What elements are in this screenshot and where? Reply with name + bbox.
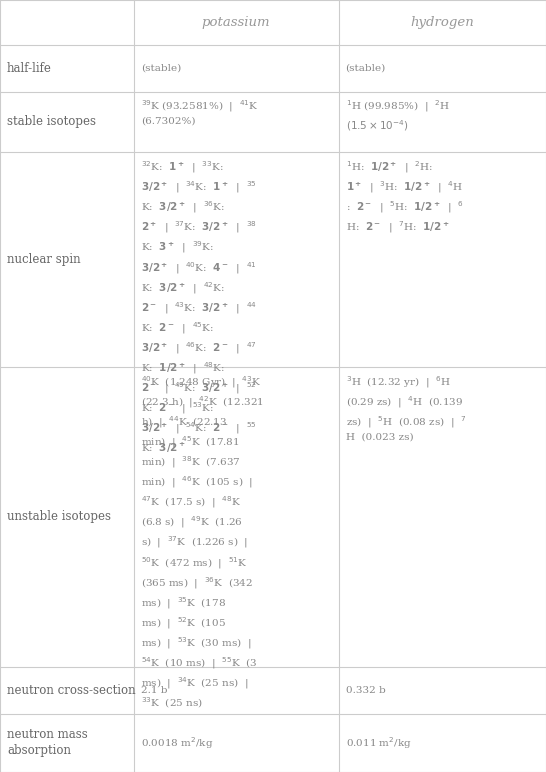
Text: unstable isotopes: unstable isotopes <box>7 510 111 523</box>
Text: $^{40}$K  (1.248 Gyr)  |  $^{43}$K
(22.3 h)  |  $^{42}$K  (12.321
h)  |  $^{44}$: $^{40}$K (1.248 Gyr) | $^{43}$K (22.3 h)… <box>141 374 264 710</box>
Text: half-life: half-life <box>7 62 52 75</box>
Text: neutron cross-section: neutron cross-section <box>7 684 136 696</box>
Text: 2.1 b: 2.1 b <box>141 686 168 695</box>
Text: 0.332 b: 0.332 b <box>346 686 385 695</box>
Text: $^{1}$H (99.985%)  |  $^{2}$H
$(1.5\times10^{-4})$: $^{1}$H (99.985%) | $^{2}$H $(1.5\times1… <box>346 99 449 134</box>
Text: hydrogen: hydrogen <box>411 15 474 29</box>
Text: $^{1}$H:  $\mathbf{1/2^+}$  |  $^{2}$H:
$\mathbf{1^+}$  |  $^{3}$H:  $\mathbf{1/: $^{1}$H: $\mathbf{1/2^+}$ | $^{2}$H: $\m… <box>346 159 464 235</box>
Text: (stable): (stable) <box>346 63 386 73</box>
Text: $^{32}$K:  $\mathbf{1^+}$  |  $^{33}$K:
$\mathbf{3/2^+}$  |  $^{34}$K:  $\mathbf: $^{32}$K: $\mathbf{1^+}$ | $^{33}$K: $\m… <box>141 159 257 455</box>
Text: (stable): (stable) <box>141 63 181 73</box>
Text: nuclear spin: nuclear spin <box>7 253 81 266</box>
Text: neutron mass
absorption: neutron mass absorption <box>7 728 88 757</box>
Text: $^{39}$K (93.2581%)  |  $^{41}$K
(6.7302%): $^{39}$K (93.2581%) | $^{41}$K (6.7302%) <box>141 99 258 126</box>
Text: potassium: potassium <box>202 15 270 29</box>
Text: $^{3}$H  (12.32 yr)  |  $^{6}$H
(0.29 zs)  |  $^{4}$H  (0.139
zs)  |  $^{5}$H  (: $^{3}$H (12.32 yr) | $^{6}$H (0.29 zs) |… <box>346 374 466 442</box>
Text: stable isotopes: stable isotopes <box>7 116 96 128</box>
Text: 0.0018 m$^2$/kg: 0.0018 m$^2$/kg <box>141 735 213 750</box>
Text: 0.011 m$^2$/kg: 0.011 m$^2$/kg <box>346 735 412 750</box>
